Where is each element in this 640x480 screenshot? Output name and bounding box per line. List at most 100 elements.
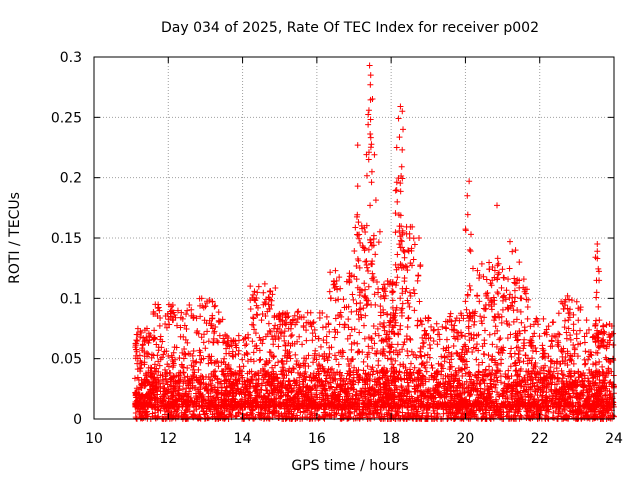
data-point [269, 364, 276, 371]
data-point [574, 353, 581, 360]
data-point [492, 370, 499, 377]
data-point [375, 332, 382, 339]
data-point [555, 310, 562, 317]
data-point [430, 327, 437, 334]
data-point [565, 373, 572, 380]
data-point [434, 411, 441, 418]
data-point [408, 372, 415, 379]
data-point [364, 301, 371, 308]
data-point [415, 368, 422, 375]
data-point [390, 400, 397, 407]
data-point [155, 344, 162, 351]
data-point [395, 412, 402, 419]
data-point [300, 362, 307, 369]
data-point [276, 412, 283, 419]
data-point [259, 398, 266, 405]
data-point [189, 384, 196, 391]
data-point [421, 352, 428, 359]
data-point [532, 363, 539, 370]
data-point [362, 393, 369, 400]
data-point [247, 283, 254, 290]
data-point [412, 386, 419, 393]
data-point [185, 399, 192, 406]
data-point [479, 359, 486, 366]
data-point [459, 346, 466, 353]
data-point [543, 326, 550, 333]
data-point [418, 398, 425, 405]
data-point [319, 363, 326, 370]
data-point [504, 306, 511, 313]
data-point [493, 367, 500, 374]
data-point [545, 368, 552, 375]
data-point [281, 328, 288, 335]
data-point [360, 244, 367, 251]
data-point [364, 351, 371, 358]
data-point [232, 337, 239, 344]
data-point [371, 340, 378, 347]
data-point [351, 273, 358, 280]
data-point [496, 314, 503, 321]
data-point [221, 397, 228, 404]
data-point [528, 413, 535, 420]
data-point [333, 410, 340, 417]
data-point [321, 368, 328, 375]
data-point [274, 325, 281, 332]
data-point [462, 343, 469, 350]
data-point [528, 360, 535, 367]
data-point [381, 380, 388, 387]
data-point [450, 343, 457, 350]
data-point [183, 311, 190, 318]
data-point [359, 225, 366, 232]
data-point [544, 415, 551, 422]
data-point [404, 376, 411, 383]
data-point [473, 341, 480, 348]
data-point [232, 376, 239, 383]
data-point [327, 379, 334, 386]
data-point [460, 384, 467, 391]
data-point [263, 357, 270, 364]
data-point [428, 362, 435, 369]
data-point [234, 380, 241, 387]
data-point [481, 314, 488, 321]
data-point [364, 363, 371, 370]
data-point [407, 293, 414, 300]
data-point [387, 311, 394, 318]
data-point [357, 392, 364, 399]
data-point [345, 316, 352, 323]
data-point [359, 376, 366, 383]
data-point [222, 387, 229, 394]
data-point [481, 337, 488, 344]
data-point [300, 381, 307, 388]
data-point [345, 303, 352, 310]
data-point [498, 356, 505, 363]
data-point [396, 403, 403, 410]
data-point [376, 228, 383, 235]
data-point [151, 394, 158, 401]
data-point [277, 330, 284, 337]
data-point [244, 351, 251, 358]
data-point [285, 377, 292, 384]
data-point [154, 305, 161, 312]
data-point [350, 296, 357, 303]
data-point [450, 326, 457, 333]
data-point [480, 390, 487, 397]
data-point [255, 283, 262, 290]
data-point [253, 302, 260, 309]
data-point [405, 248, 412, 255]
data-point [208, 359, 215, 366]
data-point [442, 379, 449, 386]
data-point [551, 390, 558, 397]
data-point [177, 333, 184, 340]
data-point [388, 344, 395, 351]
data-point [209, 315, 216, 322]
data-point [529, 383, 536, 390]
data-point [459, 372, 466, 379]
data-point [205, 360, 212, 367]
data-point [323, 313, 330, 320]
data-point [178, 309, 185, 316]
data-point [240, 415, 247, 422]
data-point [570, 327, 577, 334]
data-point [341, 324, 348, 331]
data-point [248, 377, 255, 384]
data-point [189, 375, 196, 382]
